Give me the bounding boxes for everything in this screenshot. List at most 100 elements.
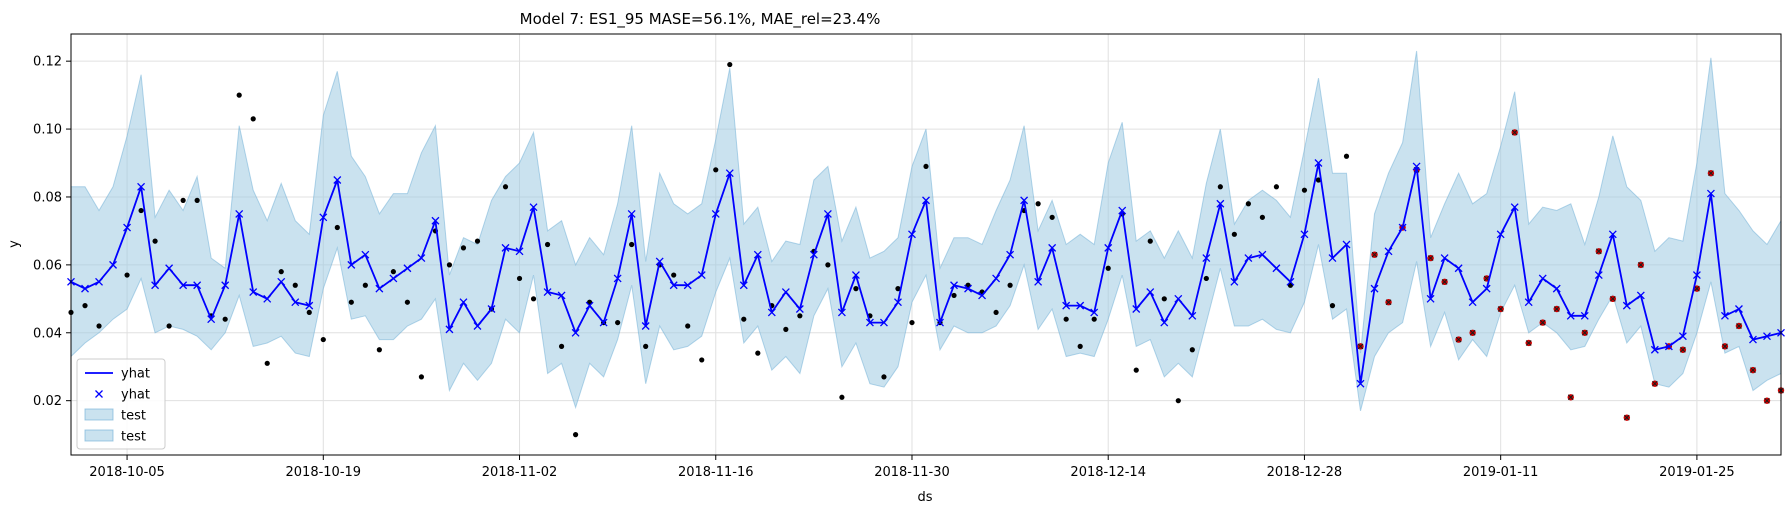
actual-point <box>741 316 747 322</box>
yhat-marker <box>964 284 973 293</box>
yhat-marker <box>1650 345 1659 354</box>
actual-point <box>1189 347 1195 353</box>
actual-point <box>278 269 284 275</box>
actual-point <box>825 262 831 268</box>
yhat-marker <box>683 281 692 290</box>
yhat-marker <box>851 271 860 280</box>
yhat-marker <box>431 216 440 225</box>
actual-point <box>1231 231 1237 237</box>
yhat-marker <box>1076 301 1085 310</box>
yhat-marker <box>515 247 524 256</box>
legend-label: test <box>121 409 146 424</box>
yhat-marker <box>151 281 160 290</box>
actual-point <box>923 163 929 170</box>
actual-point <box>1203 275 1209 282</box>
yhat-marker <box>1692 271 1701 280</box>
actual-point <box>685 323 691 329</box>
yhat-marker <box>1749 335 1757 344</box>
actual-point <box>194 197 200 203</box>
yhat-marker <box>1594 271 1603 280</box>
actual-point <box>895 286 901 292</box>
yhat-marker <box>823 209 832 218</box>
yhat-marker <box>1062 301 1071 310</box>
yhat-marker <box>1580 311 1589 320</box>
actual-point <box>544 241 551 248</box>
yhat-marker <box>599 318 608 327</box>
actual-point <box>1315 177 1322 183</box>
test-point-cross <box>1525 340 1532 346</box>
yhat-marker <box>908 230 916 239</box>
actual-point <box>629 241 635 248</box>
yhat-marker <box>277 277 286 286</box>
test-point-cross <box>1595 248 1602 255</box>
legend-patch-swatch <box>84 429 114 442</box>
actual-point <box>138 207 144 214</box>
yhat-marker <box>347 260 356 269</box>
yhat-marker <box>1763 332 1771 341</box>
test-point-cross <box>1539 319 1546 326</box>
yhat-marker <box>95 277 103 286</box>
yhat-marker <box>894 298 902 307</box>
yhat-marker <box>333 176 342 184</box>
actual-point <box>572 432 579 438</box>
actual-point <box>236 92 242 98</box>
legend: yhat yhat test test <box>76 358 166 450</box>
yhat-marker <box>1370 284 1379 293</box>
actual-point <box>713 167 719 173</box>
actual-point <box>222 316 228 322</box>
yhat-marker <box>543 288 552 296</box>
yhat-marker <box>781 288 790 296</box>
x-tick-label: 2018-12-14 <box>1070 465 1146 480</box>
actual-point <box>839 394 845 400</box>
y-axis: 0.02 0.04 0.06 0.08 0.10 0.12 <box>33 55 71 409</box>
yhat-marker <box>922 196 930 205</box>
actual-point <box>699 357 705 363</box>
x-tick-label: 2019-01-11 <box>1463 465 1539 480</box>
actual-point <box>1147 238 1153 244</box>
yhat-marker <box>711 209 720 218</box>
yhat-marker <box>1510 203 1519 212</box>
yhat-marker <box>1160 318 1169 327</box>
yhat-marker <box>193 281 202 290</box>
actual-point <box>797 313 803 319</box>
plot-frame <box>70 33 1782 456</box>
actual-point <box>460 245 467 251</box>
yhat-marker <box>1034 277 1043 286</box>
yhat-marker <box>319 213 328 222</box>
yhat-marker <box>1300 230 1309 239</box>
legend-box <box>76 358 166 450</box>
test-point-cross <box>1385 299 1392 306</box>
yhat-marker <box>263 294 272 303</box>
y-tick-label: 0.12 <box>33 55 62 70</box>
test-point-cross <box>1469 329 1476 336</box>
actual-point <box>96 323 102 329</box>
test-point-cross <box>1623 414 1630 421</box>
actual-point <box>306 309 312 316</box>
actual-point <box>615 319 621 326</box>
yhat-marker <box>936 318 944 327</box>
actual-point <box>334 224 340 231</box>
yhat-marker <box>487 305 496 313</box>
test-point-cross <box>1609 295 1616 302</box>
yhat-marker <box>1720 311 1729 320</box>
chart-title: Model 7: ES1_95 MASE=56.1%, MAE_rel=23.4… <box>520 10 881 29</box>
yhat-marker <box>950 281 958 290</box>
actual-point <box>671 272 677 278</box>
yhat-marker <box>1286 277 1295 286</box>
yhat-marker <box>165 264 174 273</box>
actual-point <box>1245 201 1251 207</box>
yhat-marker <box>1118 206 1127 215</box>
yhat-marker <box>1426 294 1435 303</box>
yhat-marker <box>627 209 636 218</box>
yhat-marker <box>655 257 664 266</box>
yhat-marker <box>613 274 622 283</box>
yhat-marker <box>1048 243 1057 252</box>
yhat-marker <box>992 274 1001 283</box>
legend-label: yhat <box>121 367 150 382</box>
yhat-marker <box>1412 162 1421 171</box>
legend-marker-swatch <box>95 390 103 398</box>
actual-point <box>404 299 410 305</box>
actual-point <box>1133 367 1139 373</box>
y-tick-label: 0.04 <box>33 326 62 341</box>
